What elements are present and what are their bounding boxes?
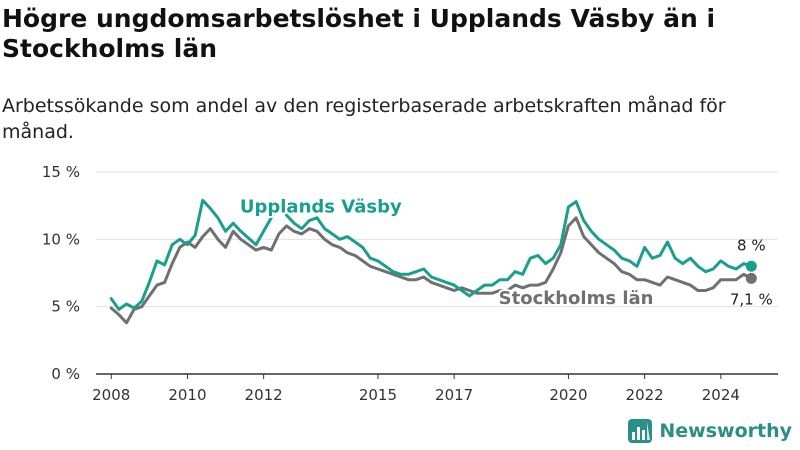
end-label-stockholm: 7,1 % bbox=[730, 290, 773, 308]
y-tick-label: 0 % bbox=[51, 365, 80, 383]
y-tick-label: 5 % bbox=[51, 298, 80, 316]
series-label-vasby: Upplands Väsby bbox=[240, 196, 402, 217]
end-point-vasby bbox=[745, 260, 757, 272]
series-lines bbox=[109, 198, 757, 325]
y-tick-label: 15 % bbox=[42, 163, 80, 181]
x-tick-label: 2010 bbox=[168, 386, 206, 400]
x-tick-label: 2024 bbox=[702, 386, 740, 400]
chart-subtitle: Arbetssökande som andel av den registerb… bbox=[2, 95, 726, 143]
y-axis: 0 % 5 % 10 % 15 % bbox=[42, 163, 80, 383]
line-chart: 0 %5 %10 %15 % 2008 2010 2012 2015 2017 2020 2… bbox=[42, 163, 778, 400]
chart-title: Högre ungdomsarbetslöshet i Upplands Väs… bbox=[2, 4, 716, 63]
brand-name: Newsworthy bbox=[659, 420, 792, 442]
x-axis: 2008 2010 2012 2015 2017 2020 2022 2024 bbox=[92, 373, 778, 400]
y-tick-label: 10 % bbox=[42, 230, 80, 248]
series-label-stockholm: Stockholms län bbox=[499, 288, 654, 309]
newsworthy-logo: Newsworthy bbox=[627, 418, 792, 444]
x-tick-label: 2017 bbox=[435, 386, 473, 400]
brand-chart-icon bbox=[628, 419, 653, 443]
series-line-vasby bbox=[109, 198, 753, 311]
x-tick-label: 2008 bbox=[92, 386, 130, 400]
end-label-vasby: 8 % bbox=[737, 236, 766, 254]
x-tick-label: 2020 bbox=[549, 386, 587, 400]
series-labels: Upplands Väsby Stockholms län 8 % 7,1 % bbox=[238, 194, 773, 311]
end-point-stockholm bbox=[745, 272, 757, 284]
grid-lines bbox=[96, 171, 778, 308]
x-tick-label: 2012 bbox=[245, 386, 283, 400]
x-tick-label: 2022 bbox=[626, 386, 664, 400]
series-line-stockholm bbox=[109, 216, 753, 325]
x-tick-label: 2015 bbox=[359, 386, 397, 400]
